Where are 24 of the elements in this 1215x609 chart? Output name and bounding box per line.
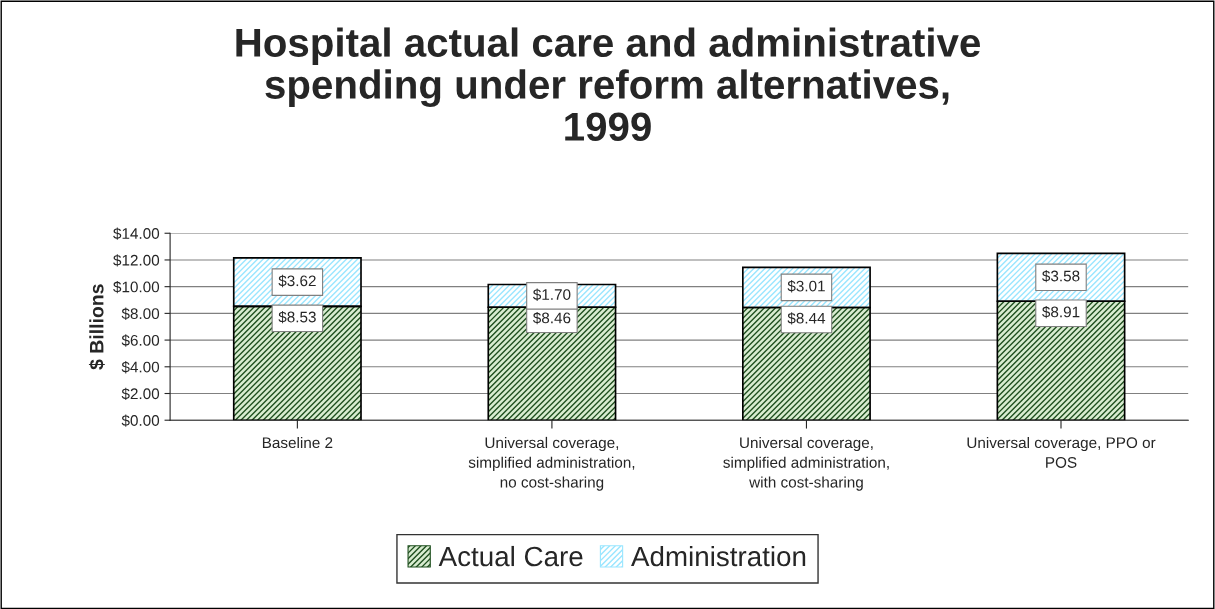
- data-label: $8.46: [532, 311, 571, 325]
- data-label: $3.62: [278, 274, 316, 288]
- y-tick-label: $12.00: [113, 254, 160, 267]
- y-tick-label: $2.00: [121, 387, 160, 401]
- data-label: $8.44: [787, 312, 826, 325]
- data-label: $3.58: [1042, 269, 1080, 283]
- y-axis-title: $ Billions: [88, 284, 105, 370]
- y-tick-label: $4.00: [121, 361, 160, 374]
- data-label: $8.53: [278, 310, 316, 324]
- x-tick-label: Universal coverage, PPO or POS: [967, 436, 1156, 468]
- legend-label: Administration: [631, 545, 806, 567]
- y-tick-label: $14.00: [113, 227, 160, 240]
- y-tick-label: $6.00: [121, 334, 160, 347]
- y-tick-label: $0.00: [121, 414, 160, 427]
- data-label: $3.01: [787, 280, 825, 293]
- data-label: $1.70: [532, 288, 571, 301]
- x-tick-label: Universal coverage, simplified administration, with cost-sharing: [723, 436, 889, 491]
- chart-title: Hospital actual care and administrative spending under reform alternatives, 1999: [236, 27, 980, 142]
- legend-label: Actual Care: [438, 545, 583, 567]
- x-tick-label: Universal coverage, simplified administration, no cost-sharing: [468, 436, 635, 491]
- x-tick-label: Baseline 2: [262, 436, 333, 449]
- y-tick-label: $10.00: [113, 280, 160, 294]
- y-tick-label: $8.00: [121, 307, 160, 320]
- data-label: $8.91: [1042, 305, 1080, 319]
